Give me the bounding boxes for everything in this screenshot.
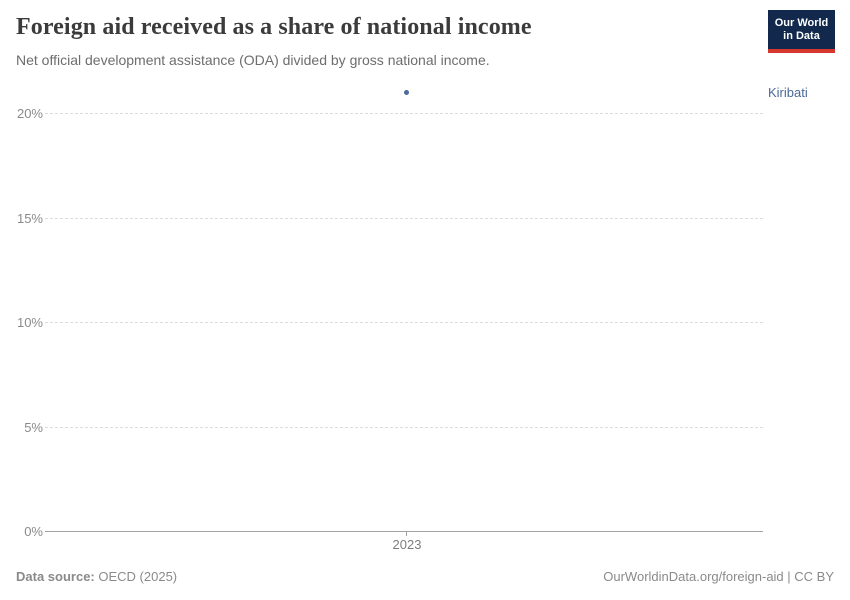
data-source-value: OECD (2025) xyxy=(98,569,178,584)
data-source-label: Data source: xyxy=(16,569,95,584)
y-tick-label-10: 10% xyxy=(16,315,43,330)
data-source-note[interactable]: Data source: OECD (2025) xyxy=(16,569,177,584)
owid-logo-line2: in Data xyxy=(783,29,820,42)
y-tick-label-15: 15% xyxy=(16,211,43,226)
x-tick-label-2023: 2023 xyxy=(392,537,422,552)
gridline-10-percent xyxy=(45,322,763,323)
series-label-kiribati[interactable]: Kiribati xyxy=(768,85,808,101)
owid-logo-line1: Our World xyxy=(774,16,829,29)
gridline-20-percent xyxy=(45,113,763,114)
page-title: Foreign aid received as a share of natio… xyxy=(16,14,532,40)
y-tick-label-5: 5% xyxy=(24,420,43,435)
y-tick-label-20: 20% xyxy=(16,106,43,121)
y-tick-label-0: 0% xyxy=(24,524,43,539)
owid-logo[interactable]: Our World in Data xyxy=(768,10,835,53)
gridline-15-percent xyxy=(45,218,763,219)
data-point-kiribati-2023[interactable] xyxy=(404,90,409,96)
x-axis-line xyxy=(45,531,763,532)
x-axis-tick-mark xyxy=(406,532,407,536)
credit-link[interactable]: OurWorldinData.org/foreign-aid | CC BY xyxy=(603,569,834,584)
gridline-5-percent xyxy=(45,427,763,428)
page-subtitle: Net official development assistance (ODA… xyxy=(16,52,490,68)
